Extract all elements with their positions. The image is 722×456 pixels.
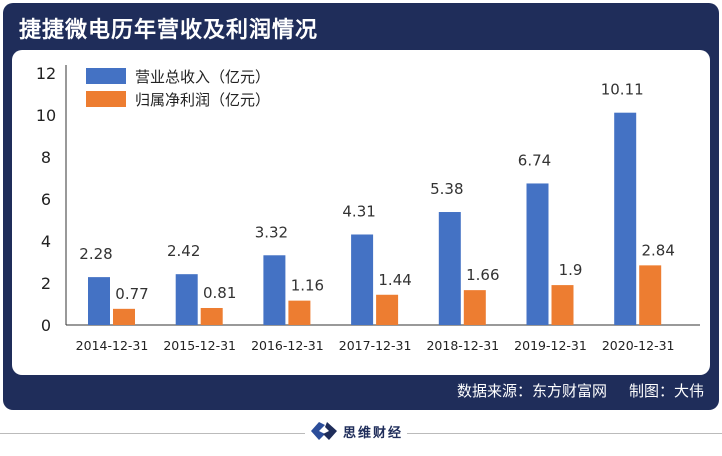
data-label: 6.74: [518, 151, 551, 169]
bar-profit: [639, 265, 662, 325]
logo: 思维财经: [305, 420, 408, 442]
bar-profit: [200, 307, 223, 325]
bar-profit: [463, 290, 486, 325]
page-title: 捷捷微电历年营收及利润情况: [19, 18, 319, 43]
x-tick-label: 2014-12-31: [76, 338, 149, 353]
data-label: 1.66: [466, 266, 499, 284]
logo-icon: [311, 422, 337, 440]
x-tick-label: 2020-12-31: [602, 338, 675, 353]
bar-profit: [288, 300, 311, 325]
bar-revenue: [614, 112, 637, 325]
data-label: 1.16: [291, 277, 324, 295]
bar-revenue: [88, 277, 110, 325]
data-label: 5.38: [430, 180, 463, 198]
bar-revenue: [526, 183, 549, 325]
data-label: 1.9: [559, 261, 583, 279]
x-tick-label: 2019-12-31: [514, 338, 587, 353]
data-label: 1.44: [378, 271, 411, 289]
x-tick-label: 2015-12-31: [163, 338, 236, 353]
data-label: 2.84: [641, 241, 674, 259]
bar-revenue: [175, 274, 198, 325]
legend-swatch: [86, 68, 126, 84]
bar-revenue: [351, 234, 374, 325]
chart-author: 制图：大伟: [628, 382, 704, 400]
data-label: 4.31: [342, 202, 375, 220]
data-label: 0.81: [203, 284, 236, 302]
y-tick-label: 8: [41, 148, 51, 167]
data-source: 数据来源：东方财富网: [456, 382, 607, 400]
x-tick-label: 2017-12-31: [339, 338, 412, 353]
bar-revenue: [438, 212, 461, 325]
y-tick-label: 4: [41, 232, 51, 251]
x-tick-label: 2018-12-31: [426, 338, 499, 353]
bar-revenue: [263, 255, 286, 325]
legend-label: 归属净利润（亿元）: [135, 91, 270, 109]
data-label: 0.77: [115, 285, 148, 303]
legend-swatch: [86, 91, 126, 107]
bar-profit: [551, 285, 574, 325]
data-label: 10.11: [601, 81, 644, 99]
y-tick-label: 10: [36, 106, 56, 125]
y-tick-label: 12: [36, 64, 56, 83]
data-label: 3.32: [255, 223, 288, 241]
y-tick-label: 2: [41, 274, 51, 293]
logo-text: 思维财经: [343, 425, 404, 441]
data-label: 2.28: [79, 245, 112, 263]
bar-profit: [376, 294, 399, 325]
legend-label: 营业总收入（亿元）: [135, 68, 270, 86]
x-tick-label: 2016-12-31: [251, 338, 324, 353]
source-note: 数据来源：东方财富网 制图：大伟: [435, 380, 704, 401]
y-tick-label: 6: [41, 190, 51, 209]
bar-profit: [113, 308, 135, 325]
y-tick-label: 0: [41, 316, 51, 335]
data-label: 2.42: [167, 242, 200, 260]
